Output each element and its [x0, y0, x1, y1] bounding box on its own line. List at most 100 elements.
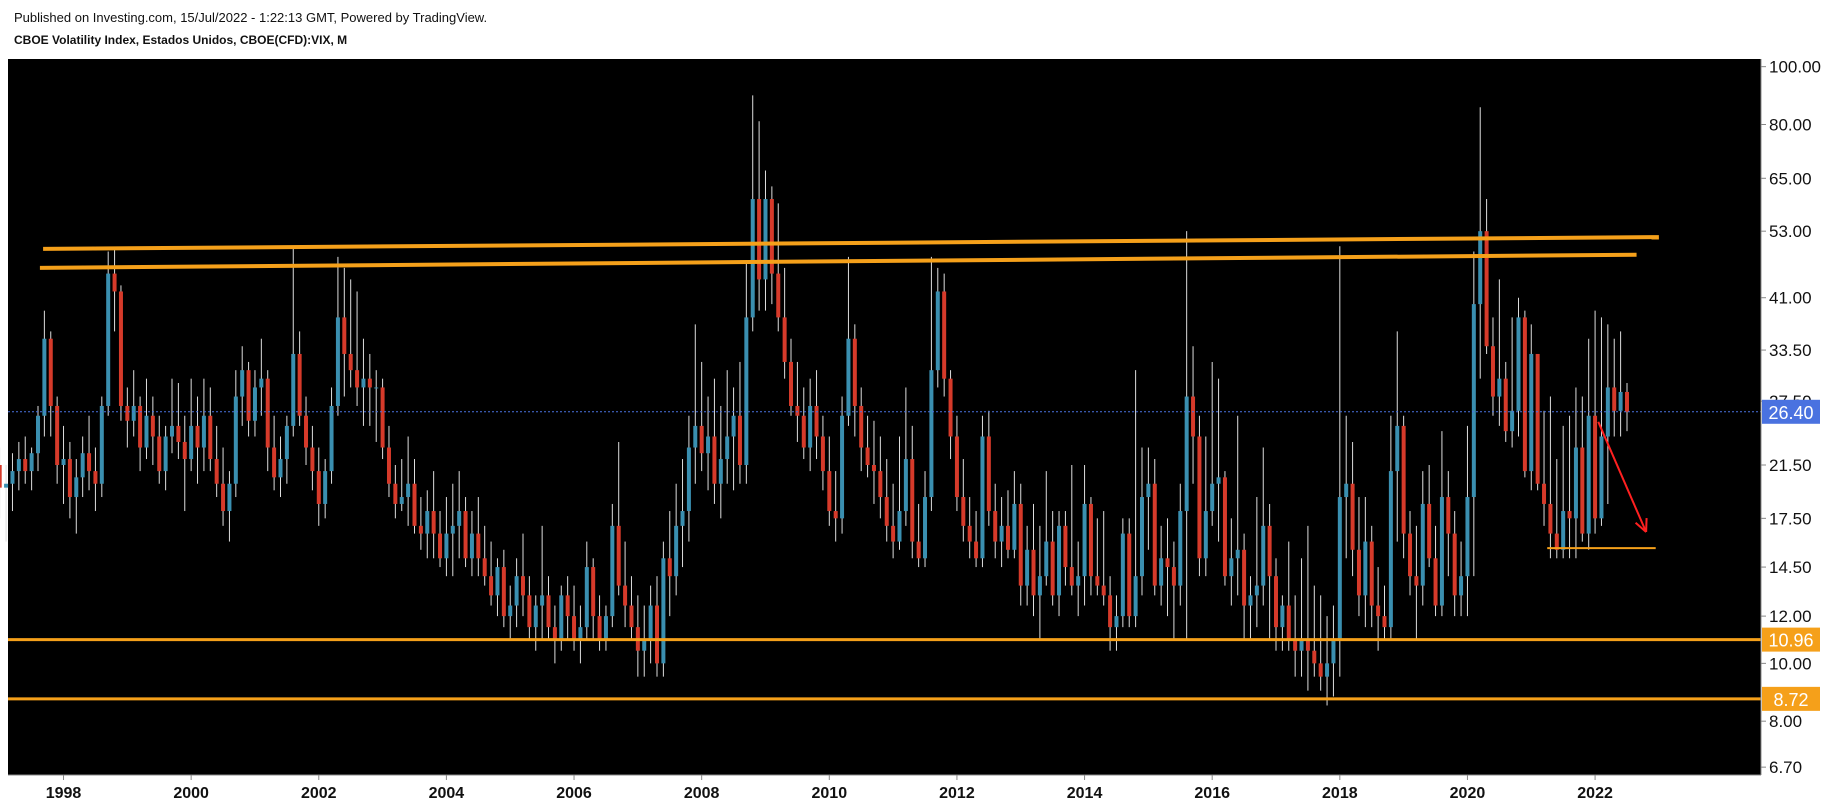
trendline [43, 235, 1659, 251]
candle-body [1331, 638, 1336, 664]
candle-body [444, 533, 449, 559]
candle-body [278, 459, 283, 478]
candle-body [1114, 616, 1119, 628]
candle-body [1127, 533, 1132, 617]
candle-body [1510, 410, 1515, 432]
y-tick-label: 6.70 [1769, 758, 1802, 777]
candle-body [1184, 396, 1189, 512]
candle-body [380, 387, 385, 448]
candle-body [916, 541, 921, 559]
candle-body [578, 627, 583, 639]
candle-body [1567, 511, 1572, 519]
candle-body [667, 558, 672, 577]
candle-body [954, 436, 959, 498]
candle-body [597, 616, 602, 639]
candle-body [118, 291, 123, 406]
candle-body [1561, 511, 1566, 550]
candle-body [546, 595, 551, 628]
candle-body [629, 605, 634, 628]
candle-body [1165, 558, 1170, 568]
candle-body [693, 425, 698, 448]
x-tick-label: 2012 [939, 785, 975, 802]
candle-body [1248, 595, 1253, 606]
candle-body [661, 558, 666, 664]
candle-body [138, 405, 143, 448]
candle-body [1293, 638, 1298, 651]
candle-body [1025, 549, 1030, 586]
candle-body [176, 425, 181, 442]
x-tick-label: 2010 [812, 785, 848, 802]
candle-body [361, 378, 366, 388]
candle-body [310, 447, 315, 472]
candle-body [1522, 317, 1527, 472]
candle-body [1261, 525, 1266, 586]
candle-body [508, 605, 513, 617]
candle-body [776, 273, 781, 318]
candle-body [897, 511, 902, 542]
y-tick-label: 33.50 [1769, 341, 1812, 360]
candle-body [208, 415, 213, 460]
candle-body [131, 405, 136, 421]
candle-body [1082, 503, 1087, 577]
candle-body [527, 595, 532, 628]
candle-body [552, 627, 557, 639]
candle-body [489, 576, 494, 596]
candle-body [157, 436, 162, 472]
candle-body [1420, 503, 1425, 586]
candle-body [686, 447, 691, 512]
current-price-tag-bg [1762, 399, 1820, 424]
x-tick-label: 2002 [301, 785, 337, 802]
candle-body [1063, 525, 1068, 568]
candle-body [469, 533, 474, 559]
candle-body [476, 533, 481, 559]
candle-body [540, 595, 545, 606]
candle-body [80, 453, 85, 478]
candle-body [272, 447, 277, 478]
candle-body [1216, 477, 1221, 484]
candle-body [74, 477, 79, 498]
candle-body [520, 576, 525, 596]
candle-body [565, 595, 570, 617]
candle-body [1191, 396, 1196, 437]
candle-body [1350, 483, 1355, 550]
candle-body [406, 483, 411, 498]
candle-body [827, 471, 832, 512]
candle-body [993, 511, 998, 542]
candle-body [125, 405, 130, 421]
x-tick-label: 2014 [1067, 785, 1103, 802]
candle-body [1605, 387, 1610, 437]
y-tick-label: 80.00 [1769, 115, 1812, 134]
candle-body [1580, 447, 1585, 534]
candle-body [533, 605, 538, 628]
candle-body [1344, 483, 1349, 498]
candle-body [99, 405, 104, 484]
candle-body [559, 595, 564, 639]
x-tick-label: 2006 [556, 785, 592, 802]
candle-body [1503, 378, 1508, 432]
y-tick-label: 17.50 [1769, 509, 1812, 528]
candle-body [482, 558, 487, 577]
candle-body [712, 436, 717, 484]
candle-body [674, 525, 679, 577]
candle-body [846, 338, 851, 416]
candle-body [514, 576, 519, 606]
candle-body [910, 459, 915, 542]
candle-body [240, 370, 245, 397]
candle-body [623, 585, 628, 606]
candle-body [789, 361, 794, 406]
x-tick-label: 2016 [1194, 785, 1230, 802]
candle-body [840, 415, 845, 519]
x-tick-label: 2004 [429, 785, 465, 802]
level-tag-label: 8.72 [1773, 690, 1808, 710]
candle-body [1586, 415, 1591, 534]
x-tick-label: 2020 [1450, 785, 1486, 802]
candle-body [259, 378, 264, 388]
candle-body [1146, 483, 1151, 498]
candle-body [980, 436, 985, 559]
candle-body [106, 273, 111, 406]
candle-body [93, 471, 98, 484]
candle-body [763, 199, 768, 280]
candle-body [1356, 549, 1361, 596]
candle-body [1044, 541, 1049, 577]
